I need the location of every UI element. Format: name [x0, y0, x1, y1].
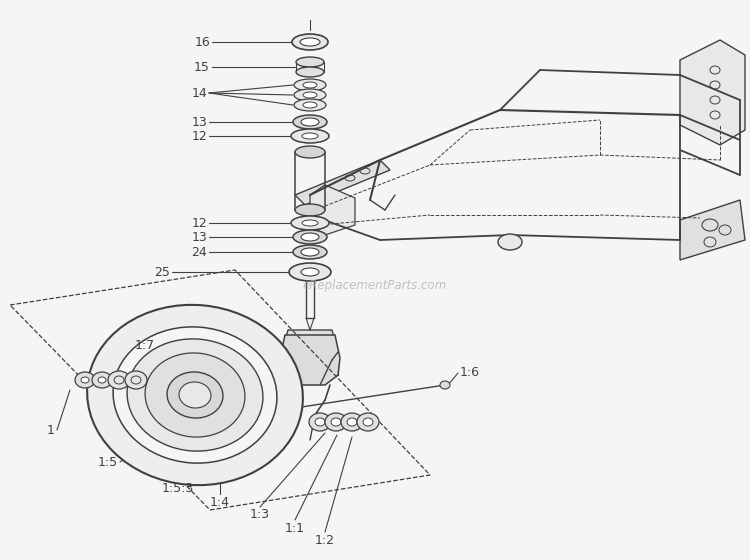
Ellipse shape [303, 102, 317, 108]
Text: 24: 24 [191, 245, 207, 259]
Ellipse shape [315, 418, 325, 426]
Ellipse shape [145, 353, 245, 437]
Ellipse shape [301, 233, 319, 241]
Polygon shape [295, 160, 390, 205]
Ellipse shape [309, 413, 331, 431]
Ellipse shape [81, 377, 89, 383]
Text: 1:2: 1:2 [315, 534, 335, 547]
Text: 15: 15 [194, 60, 210, 73]
Ellipse shape [98, 377, 106, 383]
Ellipse shape [291, 129, 329, 143]
Text: 1:5:3: 1:5:3 [162, 482, 194, 494]
Ellipse shape [293, 245, 327, 259]
Ellipse shape [301, 268, 319, 276]
Ellipse shape [295, 204, 325, 216]
Ellipse shape [303, 92, 317, 98]
Ellipse shape [341, 413, 363, 431]
Ellipse shape [302, 133, 318, 139]
Ellipse shape [293, 115, 327, 129]
Text: 16: 16 [194, 35, 210, 49]
Polygon shape [680, 40, 745, 145]
Text: 1: 1 [47, 423, 55, 436]
Ellipse shape [301, 248, 319, 256]
Ellipse shape [289, 263, 331, 281]
Ellipse shape [301, 118, 319, 126]
Ellipse shape [294, 89, 326, 101]
Ellipse shape [303, 82, 317, 88]
Ellipse shape [357, 413, 379, 431]
Ellipse shape [302, 220, 318, 226]
Ellipse shape [296, 67, 324, 77]
Ellipse shape [291, 216, 329, 230]
Ellipse shape [127, 339, 263, 451]
Text: 1:1: 1:1 [285, 521, 305, 534]
Ellipse shape [363, 418, 373, 426]
Text: 13: 13 [191, 231, 207, 244]
Ellipse shape [87, 305, 303, 485]
Ellipse shape [296, 57, 324, 67]
Text: 1:5: 1:5 [98, 455, 118, 469]
Ellipse shape [179, 382, 211, 408]
Text: 1:3: 1:3 [250, 508, 270, 521]
Ellipse shape [125, 371, 147, 389]
Text: eReplacementParts.com: eReplacementParts.com [303, 278, 447, 292]
Polygon shape [280, 335, 340, 385]
Polygon shape [680, 200, 745, 260]
Text: 12: 12 [191, 129, 207, 142]
Text: 13: 13 [191, 115, 207, 128]
Text: 1:7: 1:7 [135, 338, 155, 352]
Ellipse shape [294, 99, 326, 111]
Text: 14: 14 [191, 86, 207, 100]
Ellipse shape [325, 413, 347, 431]
Ellipse shape [440, 381, 450, 389]
Polygon shape [282, 330, 338, 352]
Ellipse shape [167, 372, 223, 418]
Ellipse shape [294, 79, 326, 91]
Ellipse shape [293, 230, 327, 244]
Ellipse shape [295, 146, 325, 158]
Text: 25: 25 [154, 265, 170, 278]
Text: 1:4: 1:4 [210, 496, 230, 508]
Text: 1:6: 1:6 [460, 366, 480, 379]
Ellipse shape [292, 34, 328, 50]
Ellipse shape [75, 372, 95, 388]
Polygon shape [282, 352, 338, 375]
Ellipse shape [498, 234, 522, 250]
Polygon shape [310, 185, 355, 235]
Ellipse shape [300, 38, 320, 46]
Ellipse shape [347, 418, 357, 426]
Ellipse shape [108, 371, 130, 389]
Ellipse shape [113, 327, 277, 463]
Text: 12: 12 [191, 217, 207, 230]
Ellipse shape [331, 418, 341, 426]
Ellipse shape [92, 372, 112, 388]
